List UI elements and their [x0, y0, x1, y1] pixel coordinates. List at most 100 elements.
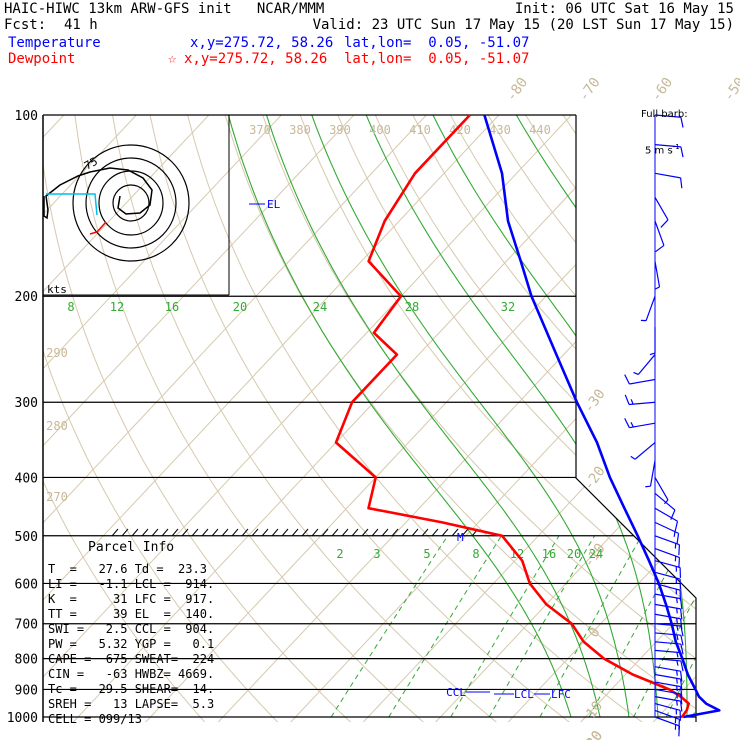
moist-adiabat-label: 28 — [405, 300, 419, 314]
right-boundary — [575, 115, 697, 722]
pressure-label: 600 — [15, 577, 38, 592]
wind-barb-flag — [624, 418, 630, 428]
level-hatch — [171, 528, 179, 537]
dry-adiabat — [43, 115, 286, 722]
wind-barb-shaft — [654, 477, 669, 501]
wind-barb-half-flag — [676, 634, 679, 641]
hodograph-ring — [85, 157, 177, 249]
wind-barb — [645, 460, 656, 488]
level-hatch — [151, 528, 159, 537]
wind-barb-flag — [680, 671, 683, 682]
wind-barb-flag — [676, 533, 680, 544]
level-hatch — [201, 528, 209, 537]
isotherm-line — [43, 115, 222, 722]
moist-adiabat-label: 32 — [501, 300, 515, 314]
wind-barb-shaft — [654, 649, 681, 654]
hodograph-units: kts — [47, 283, 67, 296]
theta-e-label: 370 — [249, 123, 271, 137]
wind-barb-flag — [680, 618, 683, 630]
isotherm-label: -30 — [581, 386, 609, 416]
wind-barb-shaft — [654, 623, 681, 627]
isotherm-line — [65, 115, 657, 722]
level-hatch — [431, 528, 439, 537]
hodograph-ring — [112, 184, 150, 222]
wind-barb-flag — [680, 652, 684, 663]
wind-barb — [654, 144, 684, 158]
dry-adiabat — [487, 115, 696, 722]
wind-barb-shaft — [654, 658, 681, 662]
wind-barb-shaft — [654, 261, 661, 288]
pressure-label: 400 — [15, 471, 38, 486]
level-hatch — [141, 528, 149, 537]
mixing-ratio-line — [633, 535, 696, 718]
wind-barb — [630, 442, 656, 460]
dry-adiabat — [43, 115, 212, 722]
wind-barb — [654, 114, 684, 128]
isotherm-label: 10 — [583, 698, 606, 721]
parcel-info-row: T = 27.6 Td = 23.3 — [48, 562, 207, 576]
wind-barb — [654, 492, 676, 520]
pressure-label: 200 — [15, 290, 38, 305]
wind-barb-shaft — [654, 571, 681, 580]
theta-e-label: 420 — [449, 123, 471, 137]
wind-barb-shaft — [654, 673, 681, 680]
level-hatch — [341, 528, 349, 537]
wind-barb-shaft — [654, 521, 679, 534]
level-hatch — [221, 528, 229, 537]
dry-adiabat — [149, 115, 580, 722]
dewpoint-xy: x,y=275.72, 58.26 — [184, 51, 328, 67]
fcst-value: 41 h — [64, 17, 98, 33]
mixing-ratio-label: 24 — [589, 547, 603, 561]
wind-barb-shaft — [654, 681, 681, 688]
mixing-ratio-label: 8 — [472, 547, 479, 561]
wind-barb — [654, 688, 683, 705]
dry-adiabat — [224, 115, 696, 722]
wind-barb — [654, 709, 681, 730]
wind-barb — [654, 696, 683, 712]
dry-adiabat — [600, 115, 696, 722]
mixing-ratio-line — [588, 535, 688, 718]
wind-barb-flag — [655, 244, 665, 253]
dry-adiabat — [713, 115, 740, 730]
moist-adiabat — [311, 115, 630, 718]
dewpoint-profile — [334, 114, 690, 718]
wind-barb-flag — [680, 635, 684, 646]
ccl-label: CCL — [446, 686, 466, 699]
wind-barb — [654, 603, 683, 620]
wind-barb-shaft — [654, 582, 681, 591]
barb-legend-exp: -1 — [672, 143, 680, 151]
level-hatch — [251, 528, 259, 537]
wind-barb-flag — [678, 557, 681, 568]
level-hatch — [231, 528, 239, 537]
wind-barb-half-flag — [676, 643, 679, 649]
dry-adiabat — [637, 115, 696, 722]
parcel-info-row: SREH = 13 LAPSE= 5.3 — [48, 697, 215, 711]
pressure-label: 500 — [15, 530, 38, 545]
wind-barb-half-flag — [673, 531, 676, 537]
wind-barb-half-flag — [676, 608, 678, 614]
temperature-latlon: lat,lon= 0.05, -51.07 — [344, 35, 530, 51]
theta-e-label: 410 — [409, 123, 431, 137]
theta-e-label: 390 — [329, 123, 351, 137]
wind-barb-shaft — [654, 172, 681, 179]
hodograph: 75 kts — [43, 144, 190, 296]
dry-adiabat — [562, 115, 696, 722]
wind-barb-shaft — [654, 696, 681, 702]
wind-barb — [654, 666, 683, 682]
parcel-info-row: Tc = 29.5 SHEAR= 14. — [48, 682, 215, 696]
dry-adiabat — [299, 115, 696, 722]
isotherm-label: -20 — [581, 464, 609, 494]
wind-barb — [649, 327, 656, 356]
pressure-label: 300 — [15, 396, 38, 411]
wind-barbs — [624, 114, 684, 737]
temperature-xy: x,y=275.72, 58.26 — [190, 35, 334, 51]
hodograph-ring-label: 75 — [82, 155, 100, 173]
theta-label: 270 — [46, 490, 68, 504]
theta-e-label: 380 — [289, 123, 311, 137]
isotherm-label: 0 — [586, 625, 604, 641]
dewpoint-star-icon: ☆ — [168, 51, 177, 67]
wind-barb-half-flag — [676, 678, 678, 684]
wind-barb — [654, 261, 661, 290]
